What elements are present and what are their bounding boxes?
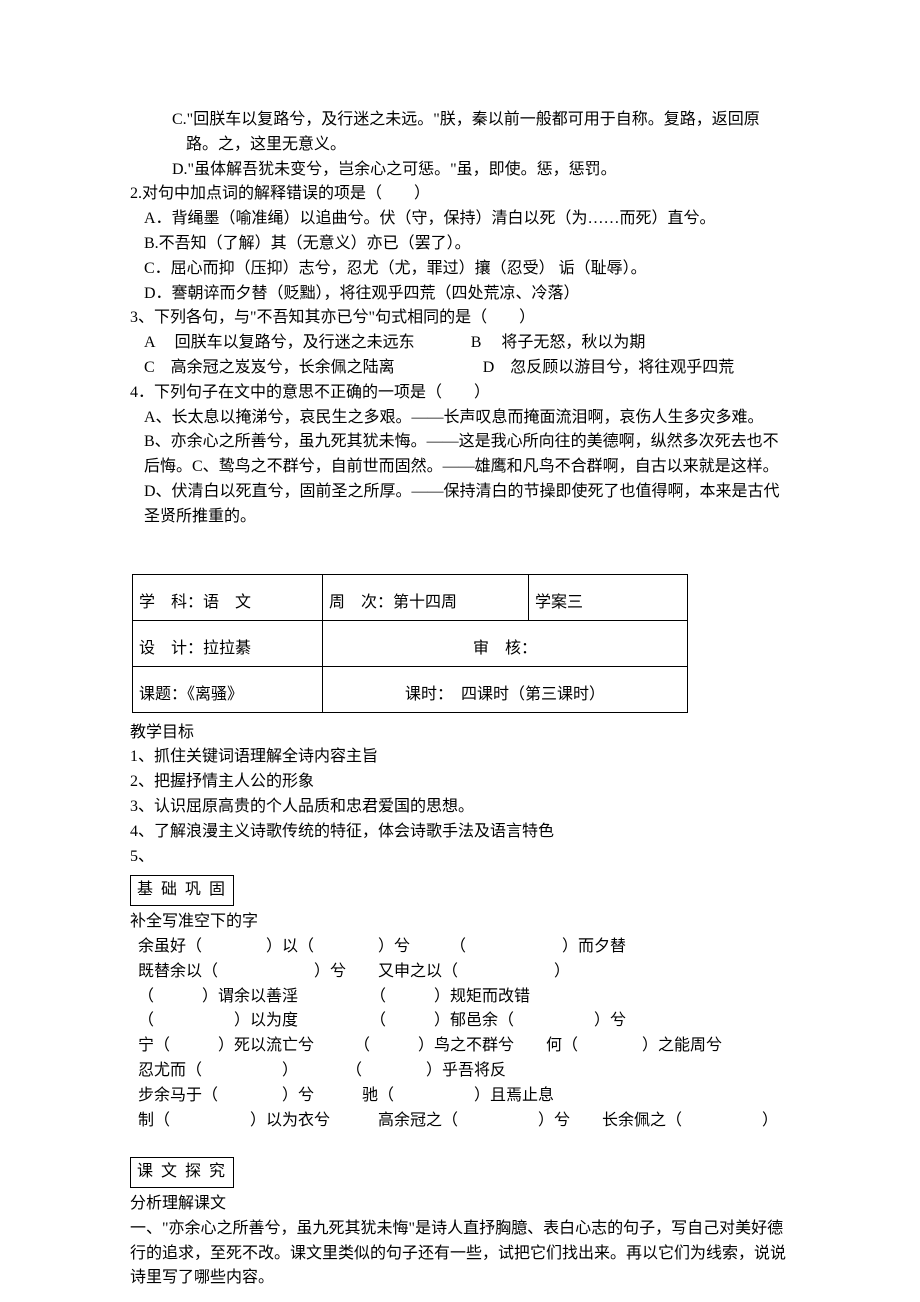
fill-8: 制（ ）以为衣兮 高余冠之（ ）兮 长余佩之（ ）	[130, 1109, 790, 1134]
goal-3-text: 3、认识屈原高贵的个人品质和忠君爱国的思想。	[130, 798, 474, 815]
q3-row-cd: C 高余冠之岌岌兮，长余佩之陆离 D 忽反顾以游目兮，将往观乎四荒	[130, 356, 790, 381]
cell-hours: 课时： 四课时（第三课时）	[323, 666, 688, 712]
info-row-3: 课题：《离骚》 课时： 四课时（第三课时）	[133, 666, 688, 712]
fill-1-text: 余虽好（ ）以（ ）兮 （ ）而夕替	[138, 938, 626, 955]
info-row-1: 学 科：语 文 周 次：第十四周 学案三	[133, 574, 688, 620]
q3-option-b-text: B 将子无怒，秋以为期	[471, 334, 646, 351]
basics-intro-text: 补全写准空下的字	[130, 913, 258, 930]
q1-option-c-text: C."回朕车以复路兮，及行迷之未远。"朕，秦以前一般都可用于自称。复路，返回原路…	[172, 111, 760, 153]
basics-box-wrap: 基 础 巩 固	[130, 871, 790, 910]
explore-heading: 分析理解课文	[130, 1192, 790, 1217]
fill-3-text: （ ）谓余以善淫 （ ）规矩而改错	[138, 988, 530, 1005]
topic-text: 课题：《离骚》	[139, 686, 243, 703]
fill-2-text: 既替余以（ ）兮 又申之以（ ）	[138, 963, 570, 980]
cell-reviewer: 审 核：	[323, 620, 688, 666]
goal-4-text: 4、了解浪漫主义诗歌传统的特征，体会诗歌手法及语言特色	[130, 823, 554, 840]
info-row-2: 设 计：拉拉綦 审 核：	[133, 620, 688, 666]
goal-2-text: 2、把握抒情主人公的形象	[130, 773, 314, 790]
info-table: 学 科：语 文 周 次：第十四周 学案三 设 计：拉拉綦 审 核： 课题：《离骚…	[132, 574, 688, 713]
goal-1-text: 1、抓住关键词语理解全诗内容主旨	[130, 748, 378, 765]
gap-before-explore	[130, 1133, 790, 1151]
plan-text: 学案三	[535, 594, 583, 611]
cell-subject: 学 科：语 文	[133, 574, 323, 620]
fill-4-text: （ ）以为度 （ ）郁邑余（ ）兮	[138, 1012, 626, 1029]
goal-4: 4、了解浪漫主义诗歌传统的特征，体会诗歌手法及语言特色	[130, 820, 790, 845]
fill-8-text: 制（ ）以为衣兮 高余冠之（ ）兮 长余佩之（ ）	[138, 1112, 778, 1129]
fill-3: （ ）谓余以善淫 （ ）规矩而改错	[130, 985, 790, 1010]
reviewer-text: 审 核：	[473, 640, 537, 657]
q2-stem-text: 2.对句中加点词的解释错误的项是（ ）	[130, 185, 430, 202]
q3-spacer-cd	[399, 359, 479, 376]
designer-text: 设 计：拉拉綦	[139, 640, 251, 657]
q2-option-c-text: C．屈心而抑（压抑）志兮，忍尤（尤，罪过）攘（忍受） 诟（耻辱）。	[144, 260, 647, 277]
cell-plan: 学案三	[529, 574, 688, 620]
goal-5-text: 5、	[130, 848, 154, 865]
explore-p1: 一、"亦余心之所善兮，虽九死其犹未悔"是诗人直抒胸臆、表白心志的句子，写自己对美…	[130, 1217, 790, 1291]
fill-5-text: 宁（ ）死以流亡兮 （ ）鸟之不群兮 何（ ）之能周兮	[138, 1037, 722, 1054]
q2-option-d-text: D．謇朝谇而夕替（贬黜），将往观乎四荒（四处荒凉、冷落）	[144, 285, 580, 302]
q2-option-c: C．屈心而抑（压抑）志兮，忍尤（尤，罪过）攘（忍受） 诟（耻辱）。	[130, 257, 790, 282]
goals-header: 教学目标	[130, 721, 790, 746]
q4-body: A、长太息以掩涕兮，哀民生之多艰。——长声叹息而掩面流泪啊，哀伤人生多灾多难。 …	[130, 406, 790, 530]
q3-spacer-ab	[419, 334, 467, 351]
goals-header-text: 教学目标	[130, 724, 194, 741]
fill-7: 步余马于（ ）兮 驰（ ）且焉止息	[130, 1084, 790, 1109]
hours-text: 课时： 四课时（第三课时）	[405, 686, 605, 703]
subject-text: 学 科：语 文	[139, 594, 251, 611]
fill-2: 既替余以（ ）兮 又申之以（ ）	[130, 960, 790, 985]
q1-option-c: C."回朕车以复路兮，及行迷之未远。"朕，秦以前一般都可用于自称。复路，返回原路…	[130, 108, 790, 158]
goal-1: 1、抓住关键词语理解全诗内容主旨	[130, 745, 790, 770]
q1-option-d-text: D."虽体解吾犹未变兮，岂余心之可惩。"虽，即使。惩，惩罚。	[172, 161, 617, 178]
explore-p1-text: 一、"亦余心之所善兮，虽九死其犹未悔"是诗人直抒胸臆、表白心志的句子，写自己对美…	[130, 1220, 786, 1287]
fill-7-text: 步余马于（ ）兮 驰（ ）且焉止息	[138, 1087, 554, 1104]
cell-designer: 设 计：拉拉綦	[133, 620, 323, 666]
q2-stem: 2.对句中加点词的解释错误的项是（ ）	[130, 182, 790, 207]
q3-row-ab: A 回朕车以复路兮，及行迷之未远东 B 将子无怒，秋以为期	[130, 331, 790, 356]
explore-heading-text: 分析理解课文	[130, 1195, 226, 1212]
fill-6: 忍尤而（ ） （ ）乎吾将反	[130, 1059, 790, 1084]
q4-body-text: A、长太息以掩涕兮，哀民生之多艰。——长声叹息而掩面流泪啊，哀伤人生多灾多难。 …	[144, 409, 780, 525]
gap-before-table	[130, 530, 790, 564]
q2-option-d: D．謇朝谇而夕替（贬黜），将往观乎四荒（四处荒凉、冷落）	[130, 282, 790, 307]
basics-box: 基 础 巩 固	[130, 875, 234, 906]
q4-stem-text: 4．下列句子在文中的意思不正确的一项是（ ）	[130, 384, 490, 401]
week-text: 周 次：第十四周	[329, 594, 457, 611]
q3-stem: 3、下列各句，与"不吾知其亦已兮"句式相同的是（ ）	[130, 306, 790, 331]
fill-4: （ ）以为度 （ ）郁邑余（ ）兮	[130, 1009, 790, 1034]
q2-option-b-text: B.不吾知（了解）其（无意义）亦已（罢了）。	[144, 235, 471, 252]
basics-intro: 补全写准空下的字	[130, 910, 790, 935]
cell-week: 周 次：第十四周	[323, 574, 529, 620]
q3-option-a-text: A 回朕车以复路兮，及行迷之未远东	[144, 334, 415, 351]
explore-box-wrap: 课 文 探 究	[130, 1153, 790, 1192]
q3-option-c-text: C 高余冠之岌岌兮，长余佩之陆离	[144, 359, 395, 376]
q2-option-b: B.不吾知（了解）其（无意义）亦已（罢了）。	[130, 232, 790, 257]
goal-3: 3、认识屈原高贵的个人品质和忠君爱国的思想。	[130, 795, 790, 820]
q3-stem-text: 3、下列各句，与"不吾知其亦已兮"句式相同的是（ ）	[130, 309, 535, 326]
fill-5: 宁（ ）死以流亡兮 （ ）鸟之不群兮 何（ ）之能周兮	[130, 1034, 790, 1059]
q1-option-d: D."虽体解吾犹未变兮，岂余心之可惩。"虽，即使。惩，惩罚。	[130, 158, 790, 183]
cell-topic: 课题：《离骚》	[133, 666, 323, 712]
goal-5: 5、	[130, 845, 790, 870]
q2-option-a: A．背绳墨（喻准绳）以追曲兮。伏（守，保持）清白以死（为……而死）直兮。	[130, 207, 790, 232]
q2-option-a-text: A．背绳墨（喻准绳）以追曲兮。伏（守，保持）清白以死（为……而死）直兮。	[144, 210, 716, 227]
q3-option-d-text: D 忽反顾以游目兮，将往观乎四荒	[483, 359, 735, 376]
goal-2: 2、把握抒情主人公的形象	[130, 770, 790, 795]
fill-6-text: 忍尤而（ ） （ ）乎吾将反	[138, 1062, 506, 1079]
q4-stem: 4．下列句子在文中的意思不正确的一项是（ ）	[130, 381, 790, 406]
explore-box: 课 文 探 究	[130, 1157, 234, 1188]
fill-1: 余虽好（ ）以（ ）兮 （ ）而夕替	[130, 935, 790, 960]
